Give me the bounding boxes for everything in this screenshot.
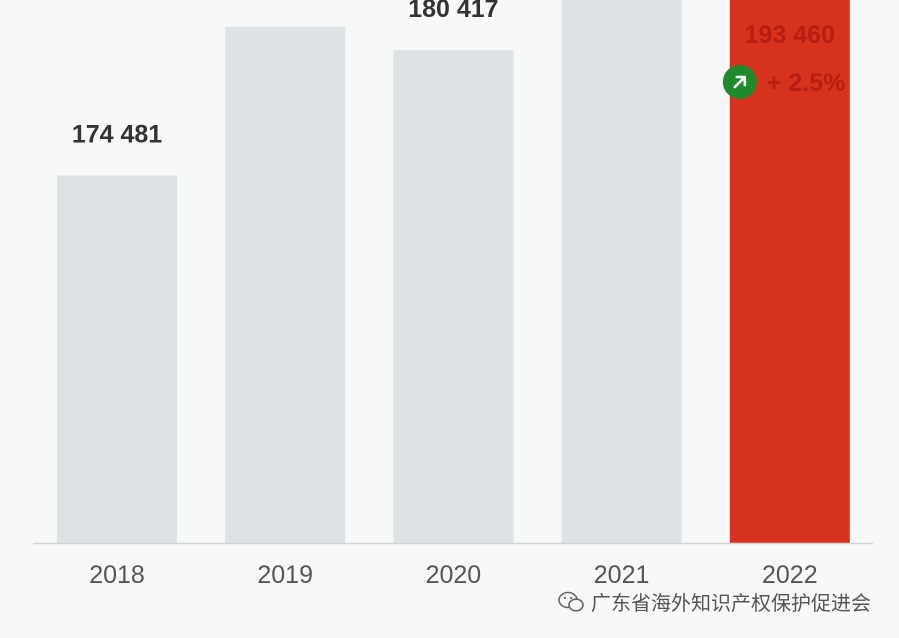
watermark: 广东省海外知识产权保护促进会 [557,587,871,616]
wechat-icon [558,591,584,612]
value-label-2018: 174 481 [72,120,162,148]
value-label-2022: 193 460 [745,21,835,49]
bar-2019 [225,26,346,543]
watermark-text: 广东省海外知识产权保护促进会 [591,591,871,615]
x-tick-label-2021: 2021 [594,561,650,589]
x-tick-label-2020: 2020 [426,561,482,589]
x-tick-label-2018: 2018 [89,561,145,589]
bar-2018 [57,175,177,543]
bar-2021 [561,0,682,543]
change-label: + 2.5% [767,69,846,97]
up-arrow-glyph [733,75,747,89]
bar-2020 [393,50,514,544]
x-tick-label-2019: 2019 [257,561,313,589]
value-label-2020: 180 417 [408,0,498,23]
x-tick-label-2022: 2022 [762,561,818,589]
